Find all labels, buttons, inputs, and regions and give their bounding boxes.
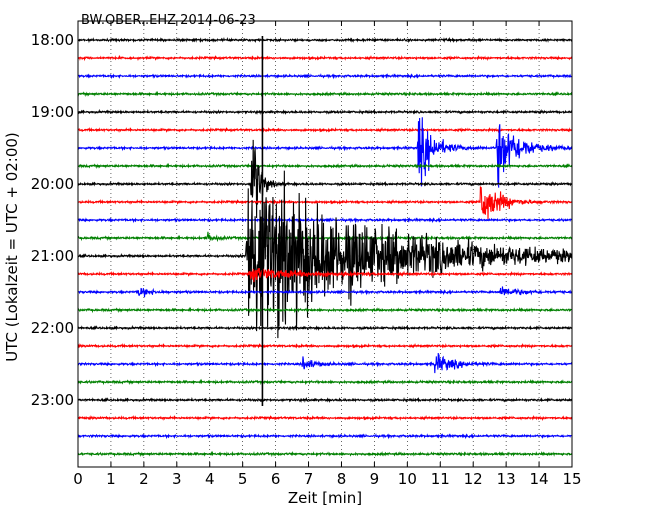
trace-row-8	[77, 139, 573, 219]
trace-row-21	[77, 414, 573, 421]
x-axis-label: Zeit [min]	[288, 489, 362, 507]
trace-row-1	[77, 54, 573, 62]
trace-row-18	[77, 353, 573, 374]
trace-row-22	[77, 433, 573, 440]
trace-row-0	[77, 36, 573, 44]
trace-row-16	[77, 324, 573, 332]
trace-row-14	[77, 286, 573, 298]
trace-row-19	[77, 378, 573, 386]
y-tick-label: 20:00	[31, 175, 74, 193]
x-tick-label: 1	[106, 470, 116, 488]
y-tick-label: 19:00	[31, 103, 74, 121]
x-tick-label: 14	[530, 470, 549, 488]
seismic-traces	[77, 36, 573, 458]
plot-frame	[77, 20, 573, 468]
trace-row-5	[77, 126, 573, 133]
trace-row-12	[77, 170, 573, 339]
x-axis-ticks: 0 1 2 3 4 5 6 7 8 9 10 11 12 13 14 15	[73, 21, 582, 488]
x-tick-label: 10	[398, 470, 417, 488]
x-tick-label: 5	[238, 470, 248, 488]
x-tick-label: 8	[337, 470, 347, 488]
trace-row-10	[77, 217, 573, 224]
y-tick-label: 23:00	[31, 391, 74, 409]
y-axis-label: UTC (Lokalzeit = UTC + 02:00)	[3, 132, 21, 362]
trace-row-15	[77, 306, 573, 314]
x-tick-label: 2	[139, 470, 149, 488]
x-tick-label: 9	[370, 470, 380, 488]
x-tick-label: 15	[562, 470, 581, 488]
y-tick-label: 21:00	[31, 247, 74, 265]
trace-row-3	[77, 90, 573, 98]
trace-row-11	[77, 231, 573, 243]
chart-title: BW.OBER..EHZ 2014-06-23	[81, 13, 256, 28]
x-tick-label: 11	[431, 470, 450, 488]
trace-row-17	[77, 342, 573, 349]
trace-row-9	[77, 186, 573, 220]
x-tick-label: 0	[73, 470, 83, 488]
trace-row-7	[77, 162, 573, 170]
trace-row-13	[77, 268, 573, 283]
trace-row-23	[77, 450, 573, 458]
x-tick-label: 4	[205, 470, 215, 488]
x-tick-label: 12	[464, 470, 483, 488]
x-tick-label: 6	[271, 470, 281, 488]
x-tick-label: 7	[304, 470, 314, 488]
trace-row-2	[77, 73, 573, 80]
x-tick-label: 13	[497, 470, 516, 488]
y-axis-ticks: 18:00 19:00 20:00 21:00 22:00 23:00	[31, 31, 572, 409]
trace-row-6	[77, 117, 573, 188]
y-tick-label: 18:00	[31, 31, 74, 49]
y-tick-label: 22:00	[31, 319, 74, 337]
trace-row-4	[77, 108, 573, 116]
trace-row-20	[77, 396, 573, 404]
x-tick-label: 3	[172, 470, 182, 488]
